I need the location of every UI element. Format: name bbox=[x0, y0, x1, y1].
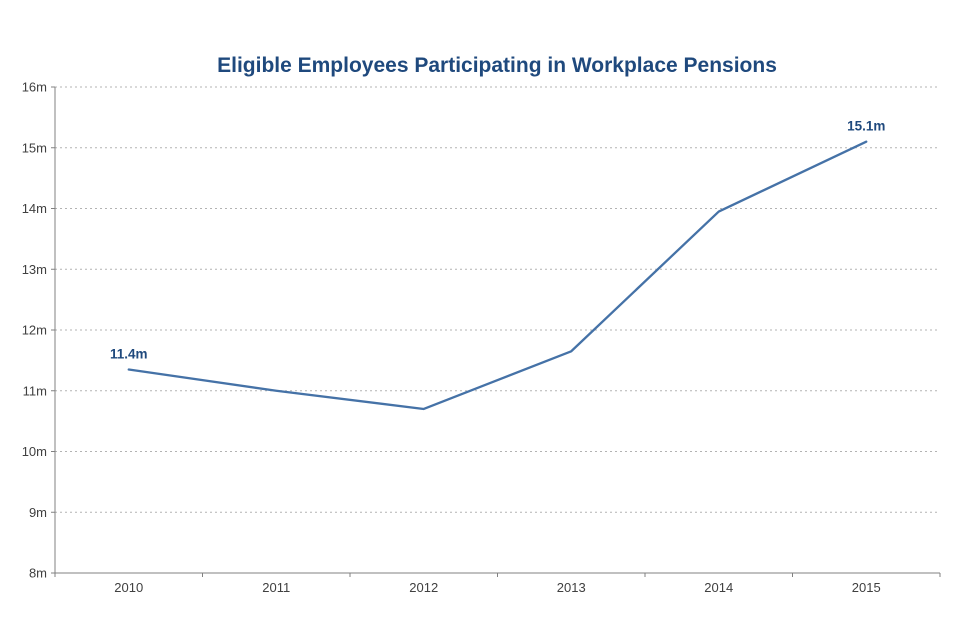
y-tick-label: 13m bbox=[22, 262, 47, 277]
y-tick-label: 10m bbox=[22, 444, 47, 459]
y-tick-label: 8m bbox=[29, 566, 47, 581]
data-point-label: 11.4m bbox=[110, 346, 148, 361]
data-point-label: 15.1m bbox=[847, 119, 885, 134]
y-tick-label: 12m bbox=[22, 323, 47, 338]
x-tick-label: 2012 bbox=[409, 580, 438, 595]
x-tick-label: 2013 bbox=[557, 580, 586, 595]
plot-area: 8m 9m 10m 11m 12m 13m 14m 15m 16m 2010 2011 2012 201… bbox=[22, 80, 941, 595]
y-tick-label: 9m bbox=[29, 505, 47, 520]
y-tick-label: 15m bbox=[22, 140, 47, 155]
y-tick-label: 16m bbox=[22, 80, 47, 95]
x-tick-label: 2015 bbox=[852, 580, 881, 595]
x-tick-label: 2010 bbox=[114, 580, 143, 595]
pension-series-line bbox=[127, 140, 868, 411]
y-tick-label: 11m bbox=[23, 383, 47, 398]
y-tick-label: 14m bbox=[22, 201, 47, 216]
chart-title: Eligible Employees Participating in Work… bbox=[217, 54, 777, 77]
x-tick-label: 2011 bbox=[262, 580, 290, 595]
x-tick-label: 2014 bbox=[704, 580, 733, 595]
